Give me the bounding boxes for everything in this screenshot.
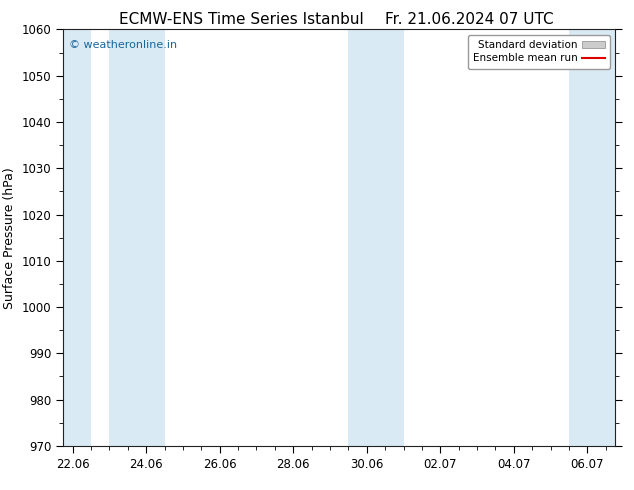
Bar [569, 29, 615, 446]
Bar [110, 29, 165, 446]
Text: Fr. 21.06.2024 07 UTC: Fr. 21.06.2024 07 UTC [385, 12, 553, 27]
Legend: Standard deviation, Ensemble mean run: Standard deviation, Ensemble mean run [467, 35, 610, 69]
Text: ECMW-ENS Time Series Istanbul: ECMW-ENS Time Series Istanbul [119, 12, 363, 27]
Bar [63, 29, 91, 446]
Text: © weatheronline.in: © weatheronline.in [69, 40, 177, 50]
Y-axis label: Surface Pressure (hPa): Surface Pressure (hPa) [3, 167, 16, 309]
Bar [349, 29, 404, 446]
